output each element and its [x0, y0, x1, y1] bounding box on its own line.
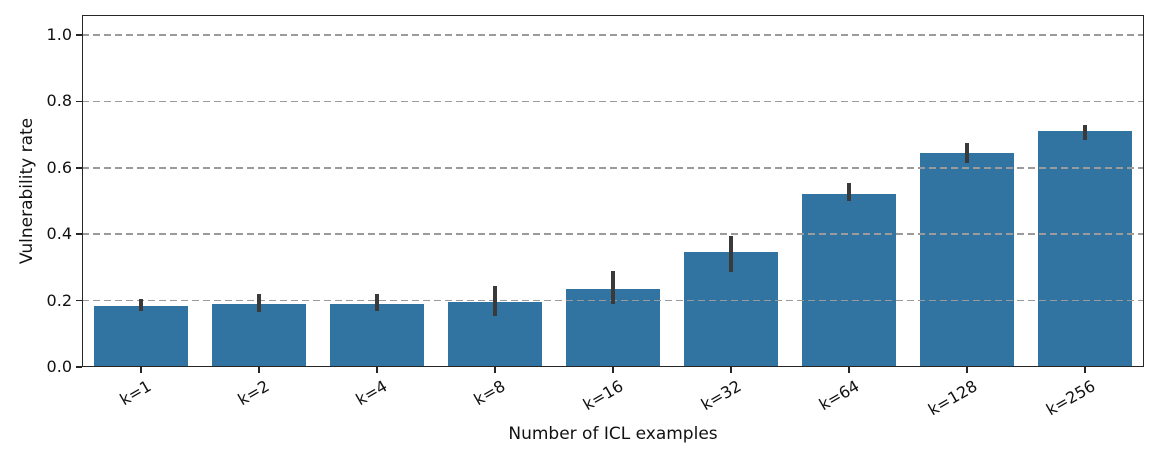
error-bar — [493, 285, 497, 316]
bar — [211, 303, 307, 367]
y-tick-mark — [76, 299, 82, 302]
x-tick-mark — [140, 367, 142, 373]
x-tick-label: k=1 — [116, 376, 155, 410]
x-tick-label: k=4 — [352, 376, 391, 410]
x-tick-label: k=8 — [470, 376, 509, 410]
error-bar — [375, 293, 379, 311]
error-bar — [729, 235, 733, 273]
x-tick-mark — [730, 367, 732, 373]
error-bar — [965, 142, 969, 163]
y-tick-label: 0.2 — [46, 290, 72, 310]
y-tick-mark — [76, 233, 82, 235]
bar — [919, 152, 1015, 367]
error-bar — [611, 270, 615, 304]
gridline — [82, 34, 1144, 36]
y-tick-mark — [76, 166, 82, 169]
bar — [1037, 131, 1133, 367]
y-tick-label: 0.6 — [46, 157, 72, 177]
y-tick-label: 0.8 — [46, 91, 72, 111]
y-tick-mark — [76, 366, 82, 368]
bar — [329, 303, 425, 367]
x-tick-mark — [612, 367, 614, 373]
gridline — [82, 166, 1144, 169]
x-tick-label: k=16 — [579, 376, 627, 415]
x-tick-mark — [494, 367, 496, 373]
y-tick-mark — [76, 100, 82, 103]
error-bar — [1083, 124, 1087, 140]
x-tick-mark — [376, 367, 378, 373]
x-tick-label: k=64 — [815, 376, 863, 415]
y-tick-mark — [76, 34, 82, 36]
y-tick-label: 0.0 — [46, 357, 72, 376]
x-tick-label: k=256 — [1042, 376, 1099, 420]
x-tick-label: k=128 — [924, 376, 981, 420]
x-tick-mark — [848, 367, 850, 373]
x-tick-mark — [1084, 367, 1086, 373]
error-bar — [847, 182, 851, 201]
x-tick-mark — [966, 367, 968, 373]
error-bar — [139, 298, 143, 311]
y-axis-label: Vulnerability rate — [17, 117, 37, 265]
error-bar — [257, 293, 261, 313]
bar — [801, 194, 897, 367]
gridline — [82, 233, 1144, 235]
gridline — [82, 100, 1144, 103]
bar — [93, 305, 189, 367]
x-tick-label: k=32 — [697, 376, 745, 415]
x-axis-label: Number of ICL examples — [508, 424, 718, 444]
x-tick-mark — [258, 367, 260, 373]
y-tick-label: 1.0 — [46, 24, 72, 44]
y-tick-label: 0.4 — [46, 224, 72, 244]
x-tick-label: k=2 — [234, 376, 273, 410]
